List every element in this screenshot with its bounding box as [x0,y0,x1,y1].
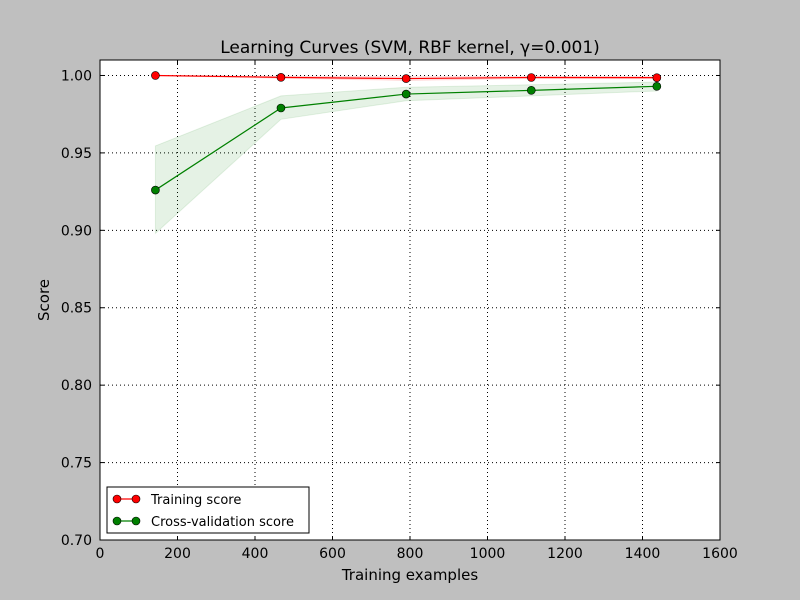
y-tick-label: 0.80 [61,378,92,394]
data-point [526,73,536,82]
y-axis-label: Score [35,279,53,321]
x-tick-label: 600 [319,546,346,562]
data-point [401,74,411,83]
y-tick-label: 1.00 [61,68,92,84]
legend-label: Cross-validation score [151,515,294,530]
legend-marker [112,516,122,526]
x-tick-label: 800 [397,546,424,562]
data-point [652,73,662,82]
x-tick-label: 1000 [470,546,506,562]
x-tick-label: 200 [164,546,191,562]
x-tick-label: 1200 [547,546,583,562]
y-tick-label: 0.75 [61,456,92,472]
x-tick-label: 1400 [625,546,661,562]
x-tick-label: 1600 [702,546,738,562]
legend-marker [131,516,141,526]
x-tick-label: 0 [96,546,105,562]
x-axis-label: Training examples [341,566,479,584]
data-point [276,73,286,82]
data-point [526,86,536,95]
y-tick-label: 0.95 [61,146,92,162]
chart-title: Learning Curves (SVM, RBF kernel, γ=0.00… [220,38,600,58]
legend: Training score Cross-validation score [106,486,310,534]
legend-label: Training score [150,493,241,508]
legend-marker [131,494,141,504]
legend-box [106,486,310,534]
y-tick-label: 0.70 [61,533,92,549]
grid [100,60,720,540]
data-point [401,89,411,99]
band-1 [154,81,658,235]
y-tick-label: 0.85 [61,301,92,317]
legend-marker [112,494,122,504]
ticks: 0 200 400 600 800 1000 1200 1400 1600 0.70 0.75 0.8… [61,60,738,562]
x-tick-label: 400 [242,546,269,562]
series-lines [151,71,662,195]
data-point [652,82,662,91]
data-point [151,185,160,195]
data-point [276,103,286,113]
y-tick-label: 0.90 [61,223,92,239]
data-point [151,71,160,80]
